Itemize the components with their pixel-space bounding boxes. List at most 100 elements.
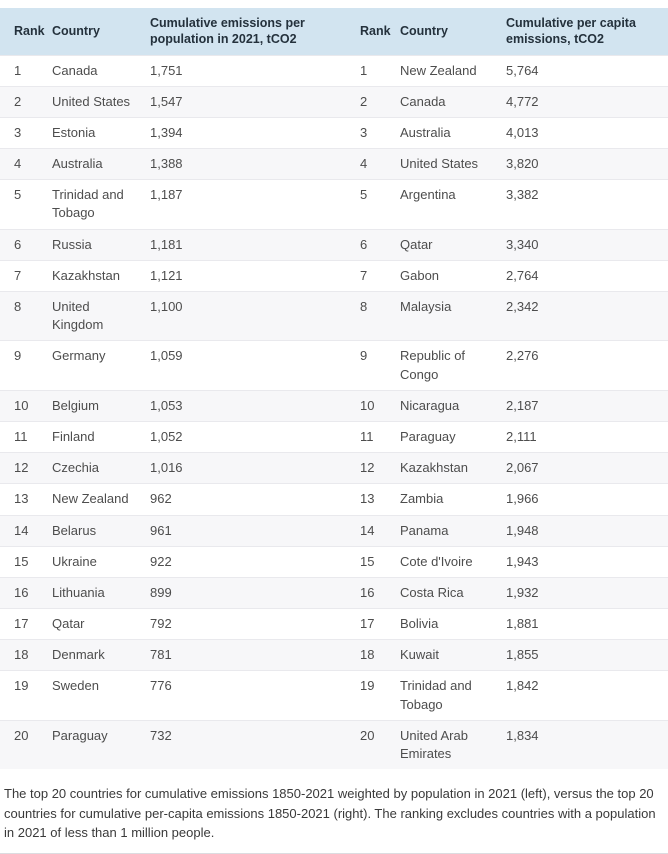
table-row: 9 Germany 1,059 9 Republic of Congo 2,276	[0, 340, 668, 391]
table-row: 4 Australia 1,388 4 United States 3,820	[0, 148, 668, 180]
left-country-cell: Germany	[52, 340, 150, 391]
right-rank-cell: 3	[360, 116, 400, 149]
left-country-header: Country	[52, 8, 150, 55]
left-country-cell: Belarus	[52, 514, 150, 547]
right-country-cell: Costa Rica	[400, 576, 506, 609]
right-rank-cell: 20	[360, 719, 400, 770]
right-value-cell: 1,834	[506, 719, 668, 770]
right-value-cell: 2,276	[506, 340, 668, 391]
right-value-cell: 1,966	[506, 483, 668, 515]
right-value-cell: 3,340	[506, 228, 668, 261]
table-row: 10 Belgium 1,053 10 Nicaragua 2,187	[0, 389, 668, 422]
left-rank-cell: 19	[0, 670, 52, 721]
left-value-cell: 1,121	[150, 259, 360, 292]
right-rank-cell: 16	[360, 576, 400, 609]
right-value-cell: 4,772	[506, 85, 668, 118]
table-row: 5 Trinidad and Tobago 1,187 5 Argentina 3,382	[0, 179, 668, 230]
left-country-cell: United States	[52, 85, 150, 118]
left-country-cell: Belgium	[52, 389, 150, 422]
left-country-cell: Denmark	[52, 639, 150, 671]
left-rank-cell: 2	[0, 85, 52, 118]
left-value-cell: 776	[150, 670, 360, 721]
table-row: 7 Kazakhstan 1,121 7 Gabon 2,764	[0, 259, 668, 292]
right-value-cell: 1,948	[506, 514, 668, 547]
left-rank-cell: 5	[0, 179, 52, 230]
table-row: 2 United States 1,547 2 Canada 4,772	[0, 85, 668, 118]
right-country-cell: Trinidad and Tobago	[400, 670, 506, 721]
left-country-cell: Estonia	[52, 116, 150, 149]
left-rank-cell: 14	[0, 514, 52, 547]
right-country-cell: Argentina	[400, 179, 506, 230]
left-country-cell: New Zealand	[52, 483, 150, 515]
left-value-cell: 922	[150, 545, 360, 578]
right-rank-cell: 4	[360, 148, 400, 180]
right-rank-cell: 11	[360, 420, 400, 453]
left-value-cell: 1,053	[150, 389, 360, 422]
right-rank-cell: 18	[360, 639, 400, 671]
left-country-cell: Finland	[52, 420, 150, 453]
left-value-header: Cumulative emissions per population in 2…	[150, 8, 360, 55]
left-rank-cell: 7	[0, 259, 52, 292]
left-rank-cell: 18	[0, 639, 52, 671]
right-value-cell: 2,764	[506, 259, 668, 292]
left-country-cell: Australia	[52, 148, 150, 180]
left-rank-cell: 13	[0, 483, 52, 515]
left-country-cell: Qatar	[52, 608, 150, 640]
right-value-cell: 1,842	[506, 670, 668, 721]
table-row: 14 Belarus 961 14 Panama 1,948	[0, 514, 668, 547]
left-value-cell: 1,100	[150, 290, 360, 341]
right-value-header: Cumulative per capita emissions, tCO2	[506, 8, 668, 55]
left-rank-header: Rank	[0, 8, 52, 55]
right-country-cell: Kuwait	[400, 639, 506, 671]
left-rank-cell: 6	[0, 228, 52, 261]
right-rank-cell: 7	[360, 259, 400, 292]
left-country-cell: Lithuania	[52, 576, 150, 609]
table-row: 6 Russia 1,181 6 Qatar 3,340	[0, 228, 668, 261]
left-value-cell: 899	[150, 576, 360, 609]
left-rank-cell: 16	[0, 576, 52, 609]
right-rank-cell: 14	[360, 514, 400, 547]
right-rank-cell: 12	[360, 452, 400, 484]
right-value-cell: 1,932	[506, 576, 668, 609]
left-value-cell: 732	[150, 719, 360, 770]
left-value-cell: 792	[150, 608, 360, 640]
right-value-cell: 3,382	[506, 179, 668, 230]
right-country-cell: Kazakhstan	[400, 452, 506, 484]
left-value-cell: 1,181	[150, 228, 360, 261]
right-country-cell: Bolivia	[400, 608, 506, 640]
left-country-cell: Trinidad and Tobago	[52, 179, 150, 230]
left-rank-cell: 4	[0, 148, 52, 180]
table-row: 3 Estonia 1,394 3 Australia 4,013	[0, 116, 668, 149]
right-value-cell: 1,881	[506, 608, 668, 640]
right-country-cell: Canada	[400, 85, 506, 118]
table-row: 17 Qatar 792 17 Bolivia 1,881	[0, 608, 668, 640]
right-value-cell: 2,111	[506, 420, 668, 453]
table-row: 20 Paraguay 732 20 United Arab Emirates 1,834	[0, 719, 668, 770]
right-country-cell: Australia	[400, 116, 506, 149]
table-row: 18 Denmark 781 18 Kuwait 1,855	[0, 639, 668, 671]
table-row: 16 Lithuania 899 16 Costa Rica 1,932	[0, 576, 668, 609]
right-value-cell: 1,943	[506, 545, 668, 578]
left-value-cell: 781	[150, 639, 360, 671]
left-rank-cell: 8	[0, 290, 52, 341]
left-country-cell: Ukraine	[52, 545, 150, 578]
left-country-cell: Czechia	[52, 452, 150, 484]
right-value-cell: 1,855	[506, 639, 668, 671]
right-country-cell: Gabon	[400, 259, 506, 292]
left-value-cell: 961	[150, 514, 360, 547]
left-country-cell: United Kingdom	[52, 290, 150, 341]
left-value-cell: 1,187	[150, 179, 360, 230]
left-value-cell: 1,388	[150, 148, 360, 180]
right-rank-cell: 5	[360, 179, 400, 230]
right-country-header: Country	[400, 8, 506, 55]
left-value-cell: 1,751	[150, 54, 360, 87]
right-rank-cell: 19	[360, 670, 400, 721]
left-value-cell: 1,394	[150, 116, 360, 149]
right-rank-cell: 15	[360, 545, 400, 578]
left-country-cell: Russia	[52, 228, 150, 261]
header-row: Rank Country Cumulative emissions per po…	[0, 8, 668, 55]
left-rank-cell: 11	[0, 420, 52, 453]
right-rank-cell: 17	[360, 608, 400, 640]
right-country-cell: United Arab Emirates	[400, 719, 506, 770]
